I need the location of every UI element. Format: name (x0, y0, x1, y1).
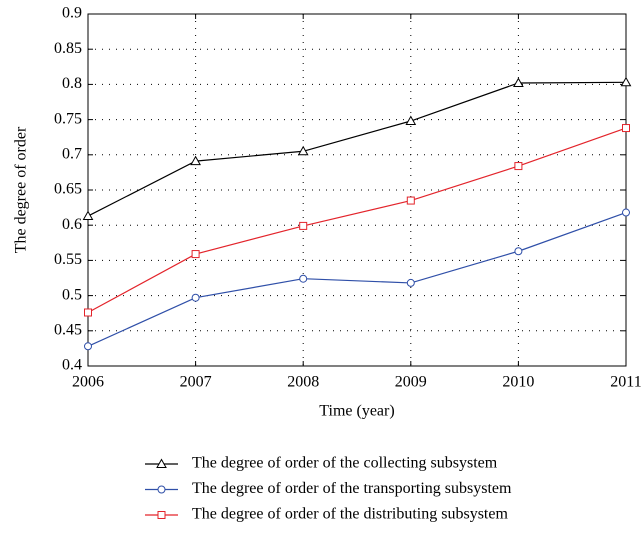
marker (297, 145, 309, 156)
marker (190, 155, 201, 166)
series-line (87, 127, 627, 314)
y-tick-label: 0.55 (54, 251, 82, 268)
y-tick-label: 0.5 (62, 286, 82, 303)
y-tick-label: 0.8 (62, 75, 82, 92)
marker (157, 485, 166, 494)
legend-label: The degree of order of the transporting … (192, 480, 512, 497)
y-tick-label: 0.45 (54, 321, 82, 338)
marker (84, 342, 92, 351)
marker (157, 511, 166, 519)
x-tick-label: 2008 (287, 374, 319, 391)
series-line (87, 81, 627, 217)
marker (622, 124, 630, 133)
legend-label: The degree of order of the collecting su… (192, 455, 498, 472)
marker (406, 278, 415, 287)
marker (156, 458, 167, 468)
y-tick-label: 0.85 (54, 40, 82, 57)
marker (191, 293, 200, 302)
marker (299, 221, 308, 230)
x-tick-label: 2010 (502, 374, 534, 391)
series-line (87, 211, 627, 347)
marker (405, 115, 417, 126)
marker (299, 274, 308, 283)
x-tick-label: 2007 (180, 374, 212, 391)
y-tick-label: 0.7 (62, 145, 82, 162)
marker (622, 208, 630, 217)
x-axis-label: Time (year) (319, 403, 394, 420)
plot-frame (87, 13, 627, 367)
y-axis-label: The degree of order (13, 126, 30, 253)
marker (513, 77, 524, 87)
marker (406, 196, 415, 205)
y-tick-label: 0.6 (62, 216, 82, 233)
x-tick-label: 2006 (72, 374, 104, 391)
marker (191, 250, 200, 259)
x-tick-label: 2011 (610, 374, 641, 391)
x-tick-label: 2009 (395, 374, 427, 391)
marker (84, 308, 92, 317)
marker (82, 210, 94, 221)
marker (514, 247, 523, 256)
y-tick-label: 0.65 (54, 181, 82, 198)
y-tick-label: 0.4 (62, 357, 82, 374)
legend-label: The degree of order of the distributing … (192, 506, 508, 523)
marker (620, 76, 632, 87)
y-tick-label: 0.75 (54, 110, 82, 127)
y-tick-label: 0.9 (62, 5, 82, 22)
marker (514, 162, 523, 171)
